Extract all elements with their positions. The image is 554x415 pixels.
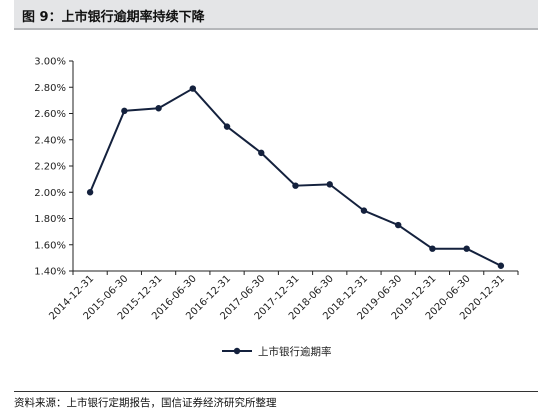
y-tick-label: 2.20% xyxy=(34,162,66,173)
figure-title: 图 9：上市银行逾期率持续下降 xyxy=(22,10,205,25)
data-point xyxy=(86,189,94,196)
y-tick-label: 2.40% xyxy=(34,135,66,146)
legend-marker xyxy=(233,347,241,355)
data-point xyxy=(189,85,197,92)
y-tick-label: 2.00% xyxy=(34,188,66,199)
y-tick-label: 3.00% xyxy=(34,57,66,68)
data-point xyxy=(292,182,299,189)
data-point xyxy=(121,107,128,115)
chart-axes: 1.40% 1.60% 1.80% 2.00% 2.20% 2.40% 2.60% 2.80%… xyxy=(34,57,519,322)
data-point xyxy=(258,149,265,157)
y-tick-label: 2.60% xyxy=(34,109,66,120)
data-point xyxy=(223,123,231,130)
data-point xyxy=(360,207,368,214)
y-tick-label: 2.80% xyxy=(34,83,66,94)
data-point xyxy=(326,181,333,188)
data-point xyxy=(463,245,470,252)
legend-label: 上市银行逾期率 xyxy=(258,345,332,358)
data-point xyxy=(155,105,162,112)
y-tick-label: 1.40% xyxy=(34,267,66,278)
data-point xyxy=(394,221,402,229)
y-tick-label: 1.60% xyxy=(34,240,66,251)
figure-header: 图 9：上市银行逾期率持续下降 xyxy=(14,0,538,30)
chart-series xyxy=(86,85,505,269)
chart-legend: 上市银行逾期率 xyxy=(222,345,332,358)
source-note: 资料来源：上市银行定期报告，国信证券经济研究所整理 xyxy=(14,391,538,410)
series-line xyxy=(89,87,502,267)
data-point xyxy=(429,245,436,252)
y-tick-label: 1.80% xyxy=(34,214,66,225)
data-point xyxy=(497,262,505,269)
